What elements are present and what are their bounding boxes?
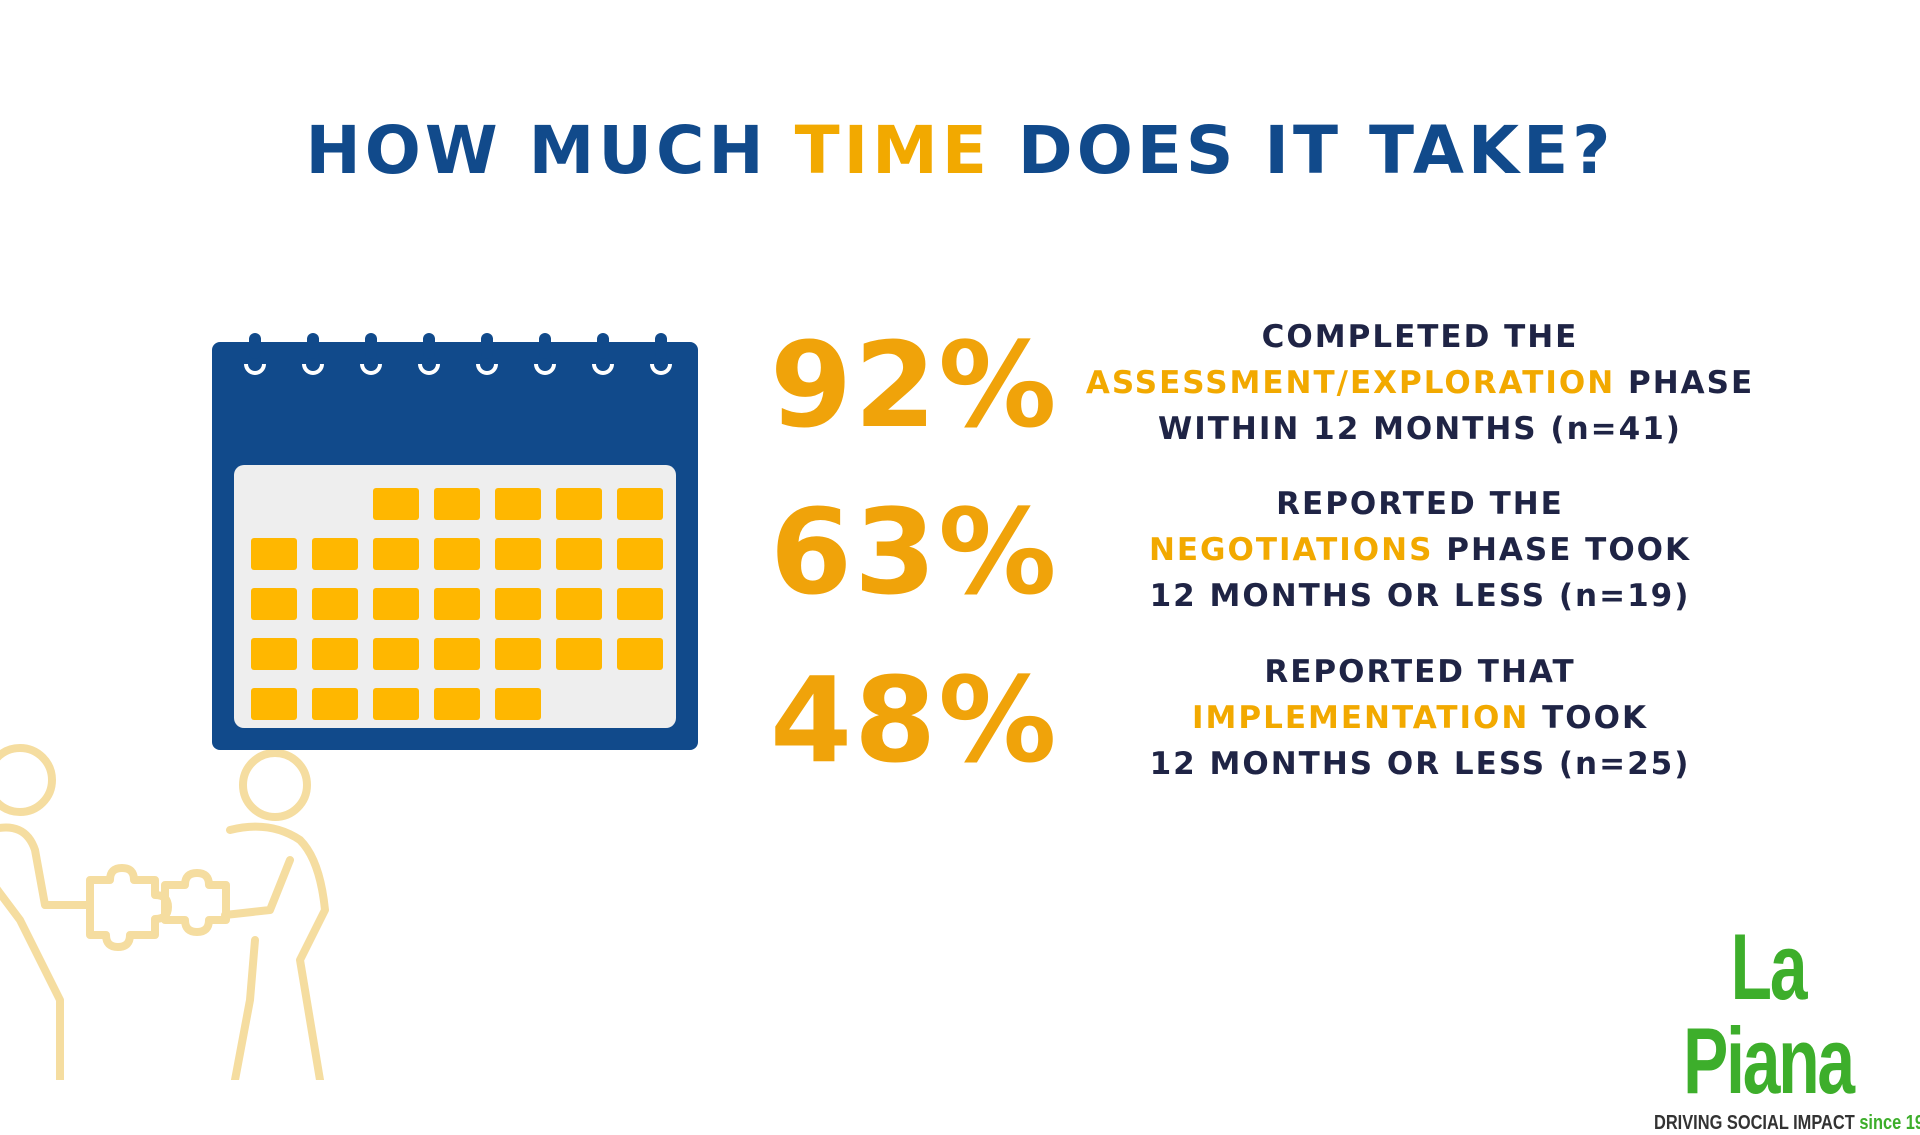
stat-description: COMPLETED THE ASSESSMENT/EXPLORATION PHAS…	[1085, 319, 1755, 447]
calendar-day-cell	[312, 688, 358, 720]
calendar-day-cell	[434, 488, 480, 520]
calendar-ring	[302, 333, 324, 375]
calendar-day-cell	[373, 638, 419, 670]
la-piana-logo: La Piana DRIVING SOCIAL IMPACT since 199…	[1648, 920, 1920, 1135]
calendar-day-cell	[373, 538, 419, 570]
stat-percent: 92%	[770, 316, 1059, 454]
calendar-ring	[592, 333, 614, 375]
calendar-day-cell	[617, 538, 663, 570]
stat-block: 92% COMPLETED THE ASSESSMENT/EXPLORATION P…	[760, 316, 1780, 470]
calendar-day-cell	[373, 488, 419, 520]
calendar-day-cell	[495, 638, 541, 670]
stat-highlight: ASSESSMENT/EXPLORATION	[1085, 365, 1616, 401]
calendar-day-cell	[434, 638, 480, 670]
calendar-day-cell	[495, 538, 541, 570]
calendar-day-cell	[495, 688, 541, 720]
page-title: HOW MUCH TIME DOES IT TAKE?	[305, 112, 1615, 189]
calendar-ring	[360, 333, 382, 375]
people-puzzle-icon	[0, 744, 329, 1080]
stat-description: REPORTED THE NEGOTIATIONS PHASE TOOK 12 MO…	[1148, 486, 1692, 614]
stat-percent: 48%	[770, 651, 1059, 789]
title-accent: TIME	[794, 112, 991, 189]
calendar-day-cell	[434, 538, 480, 570]
calendar-day-cell	[556, 538, 602, 570]
logo-tagline: DRIVING SOCIAL IMPACT since 1998	[1654, 1112, 1920, 1134]
calendar-day-cell	[251, 688, 297, 720]
calendar-day-cell	[373, 688, 419, 720]
calendar-ring	[476, 333, 498, 375]
calendar-day-cell	[556, 638, 602, 670]
calendar-day-cell	[373, 588, 419, 620]
calendar-ring	[418, 333, 440, 375]
calendar-day-cell	[251, 588, 297, 620]
calendar-day-cell	[495, 588, 541, 620]
calendar-day-cell	[312, 538, 358, 570]
stat-highlight: IMPLEMENTATION	[1192, 700, 1530, 736]
calendar-day-cell	[617, 488, 663, 520]
calendar-day-cell	[434, 688, 480, 720]
calendar-ring	[650, 333, 672, 375]
stat-highlight: NEGOTIATIONS	[1148, 532, 1434, 568]
calendar-ring	[244, 333, 266, 375]
calendar-day-cell	[556, 588, 602, 620]
calendar-day-cell	[312, 588, 358, 620]
stat-description: REPORTED THAT IMPLEMENTATION TOOK 12 MONTH…	[1149, 654, 1691, 782]
calendar-day-cell	[312, 638, 358, 670]
calendar-icon	[212, 333, 698, 750]
calendar-day-cell	[434, 588, 480, 620]
calendar-day-cell	[617, 638, 663, 670]
calendar-day-cell	[251, 638, 297, 670]
stat-block: 48% REPORTED THAT IMPLEMENTATION TOOK 12 MO…	[760, 651, 1780, 805]
stat-block: 63% REPORTED THE NEGOTIATIONS PHASE TOOK 12…	[760, 483, 1780, 637]
stat-percent: 63%	[770, 483, 1059, 621]
calendar-day-cell	[617, 588, 663, 620]
calendar-day-cell	[495, 488, 541, 520]
calendar-day-cell	[251, 538, 297, 570]
calendar-ring	[534, 333, 556, 375]
calendar-day-cell	[556, 488, 602, 520]
